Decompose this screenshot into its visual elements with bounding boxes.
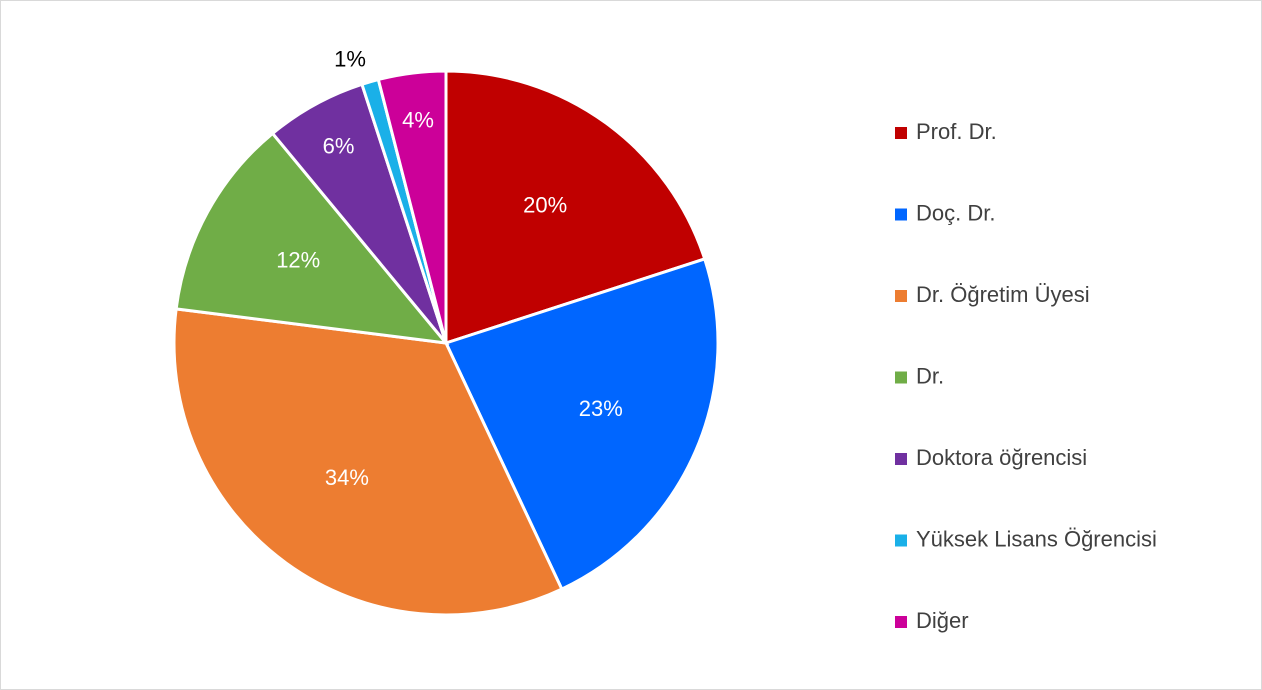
pie-slice [174,131,450,345]
legend-swatch [895,127,907,139]
legend-label: Doç. Dr. [916,200,995,225]
data-label: 20% [523,192,567,217]
legend-swatch [895,616,907,628]
legend-swatch [895,371,907,384]
legend-label: Prof. Dr. [916,119,997,144]
data-label: 34% [325,465,369,490]
legend-label: Diğer [916,608,969,633]
data-label: 1% [334,46,366,71]
pie-slice [444,69,707,346]
data-label: 23% [579,396,623,421]
data-label: 6% [323,133,355,158]
legend-label: Doktora öğrencisi [916,445,1087,470]
data-label: 12% [276,248,320,273]
legend-swatch [895,208,907,221]
data-label: 4% [402,108,434,133]
pie-slice [443,257,720,592]
legend-label: Dr. Öğretim Üyesi [916,282,1090,307]
pie-slice [172,307,564,617]
legend-swatch [895,534,907,547]
legend-swatch [895,290,907,302]
pie-slice [376,69,448,344]
legend-label: Dr. [916,363,944,388]
legend-swatch [895,453,907,465]
legend-label: Yüksek Lisans Öğrencisi [916,526,1157,551]
